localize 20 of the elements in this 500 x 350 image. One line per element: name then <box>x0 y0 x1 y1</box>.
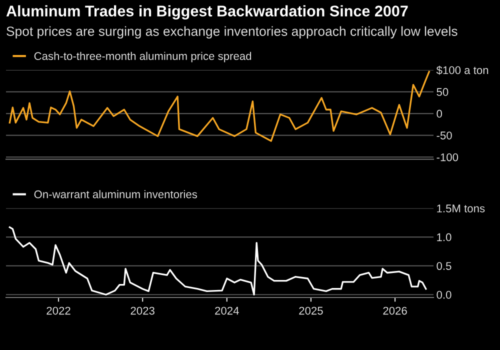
x-tick-label: 2026 <box>383 306 407 315</box>
line-series <box>8 70 430 142</box>
chart-subtitle: Spot prices are surging as exchange inventories approach critically low levels <box>6 26 458 39</box>
legend-label: On-warrant aluminum inventories <box>34 190 198 198</box>
y-tick-label: 50 <box>436 88 448 96</box>
y-tick-label: 0.5 <box>436 262 452 270</box>
x-tick-label: 2024 <box>215 306 239 315</box>
y-tick-label: $100 a ton <box>436 66 488 75</box>
y-tick-label: 1.0 <box>437 233 452 242</box>
y-tick-label: -50 <box>436 132 452 140</box>
legend-label: Cash-to-three-month aluminum price spread <box>34 52 252 62</box>
y-tick-label: 0 <box>436 110 442 118</box>
line-series <box>8 226 427 296</box>
x-tick-label: 2023 <box>130 306 154 315</box>
x-tick-label: 2025 <box>299 306 323 315</box>
y-tick-label: 1.5M tons <box>437 204 485 212</box>
y-tick-label: 0.0 <box>436 290 452 299</box>
chart-title: Aluminum Trades in Biggest Backwardation Since 2007 <box>6 5 408 20</box>
y-tick-label: -100 <box>436 153 458 162</box>
x-tick-label: 2022 <box>46 306 70 315</box>
